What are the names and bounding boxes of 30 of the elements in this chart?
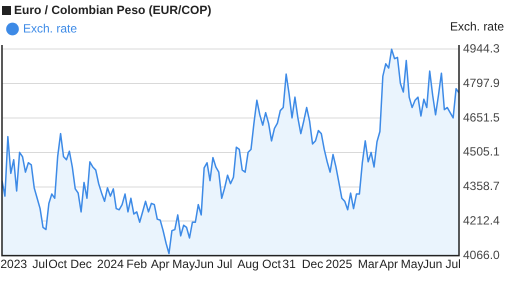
x-tick-label: May xyxy=(400,257,424,272)
legend-label: Exch. rate xyxy=(23,21,78,36)
x-tick-label: 2023 xyxy=(0,257,28,272)
x-tick-label: Dec xyxy=(302,257,324,272)
x-tick-label: Jun xyxy=(194,257,214,272)
y-tick-label: 4944.3 xyxy=(463,41,500,56)
y-tick-label: 4797.9 xyxy=(463,76,500,90)
y-tick-label: 4651.5 xyxy=(463,110,500,124)
x-tick-label: 2024 xyxy=(97,257,124,272)
x-tick-label: 31 xyxy=(282,257,296,272)
y-tick-label: 4358.7 xyxy=(463,179,500,194)
x-tick-label: Jul xyxy=(216,257,232,272)
x-tick-label: 2025 xyxy=(326,257,353,272)
x-tick-label: Oct xyxy=(262,257,282,272)
x-tick-label: Jul xyxy=(445,257,461,272)
x-tick-label: May xyxy=(172,257,195,272)
x-tick-label: Mar xyxy=(358,257,379,272)
x-tick-label: Oct xyxy=(48,257,68,272)
y-tick-label: 4212.4 xyxy=(463,214,500,228)
x-tick-label: Apr xyxy=(150,257,170,272)
x-tick-label: Apr xyxy=(379,257,398,272)
x-tick-label: Feb xyxy=(126,257,148,272)
y-tick-label: 4066.0 xyxy=(463,248,500,262)
chart-title: Euro / Colombian Peso (EUR/COP) xyxy=(14,3,212,17)
y-axis-title: Exch. rate xyxy=(450,19,504,34)
x-tick-label: Dec xyxy=(70,257,92,272)
x-tick-label: Jul xyxy=(32,257,48,272)
x-tick-label: Jun xyxy=(422,257,442,272)
x-tick-label: Aug xyxy=(237,257,259,272)
y-tick-label: 4505.1 xyxy=(463,144,500,159)
